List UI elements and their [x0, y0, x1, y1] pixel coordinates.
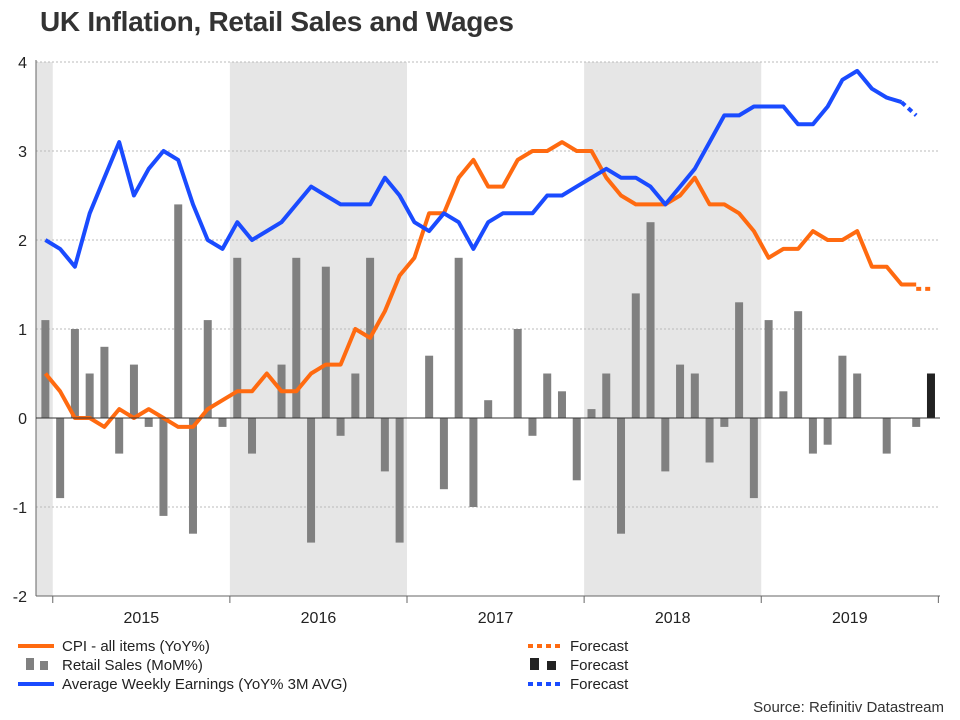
retail-sales-bar-2019-07	[853, 373, 862, 418]
retail-sales-bar-2016-09	[351, 373, 360, 418]
retail-sales-bar-2019-03	[794, 311, 803, 418]
retail-sales-bar-2017-04	[454, 257, 463, 418]
gridlines	[36, 61, 940, 597]
retail-sales-bar-2019-04	[808, 418, 817, 454]
retail-sales-bar-2018-06	[661, 418, 670, 472]
x-tick-label-2018: 2018	[655, 610, 691, 627]
retail-sales-bar-2017-02	[425, 355, 434, 418]
retail-sales-bars	[41, 204, 935, 543]
legend-swatch-retail-forecast-a	[530, 658, 539, 670]
legend-swatch-retail-forecast-b	[547, 661, 556, 670]
retail-sales-bar-2017-11	[557, 391, 566, 418]
y-tick-label--1: -1	[13, 500, 27, 517]
retail-sales-bar-2016-07	[321, 266, 330, 418]
retail-sales-bar-2018-09	[705, 418, 714, 463]
retail-sales-bar-2018-12	[749, 418, 758, 499]
retail-sales-bar-2015-08	[159, 418, 168, 516]
retail-sales-bar-2015-03	[85, 373, 94, 418]
retail-sales-bar-2017-06	[484, 400, 493, 418]
legend-label-cpi: CPI - all items (YoY%)	[62, 638, 210, 655]
retail-sales-bar-2016-08	[336, 418, 345, 436]
earnings-forecast-line	[900, 100, 918, 117]
retail-sales-bar-2018-11	[735, 302, 744, 418]
x-tick-label-2019: 2019	[832, 610, 868, 627]
retail-sales-bar-2018-03	[617, 418, 626, 534]
retail-sales-bar-2019-01	[764, 320, 773, 418]
retail-sales-forecast-bar-2019-12	[926, 373, 935, 418]
retail-sales-bar-2015-12	[218, 418, 227, 427]
legend-label-earnings: Average Weekly Earnings (YoY% 3M AVG)	[62, 676, 347, 693]
axes: -2 -1 0 1 2 3 4 2015 2016 2017 2018 2019	[13, 55, 940, 627]
retail-sales-bar-2017-09	[528, 418, 537, 436]
retail-sales-bar-2016-06	[307, 418, 316, 543]
y-tick-label-3: 3	[18, 144, 27, 161]
retail-sales-bar-2018-04	[631, 293, 640, 418]
legend-label-cpi-forecast: Forecast	[570, 638, 629, 655]
legend-swatch-retail-a	[26, 658, 34, 670]
retail-sales-bar-2015-11	[203, 320, 212, 418]
retail-sales-bar-2018-10	[720, 418, 729, 427]
x-tick-label-2017: 2017	[478, 610, 514, 627]
retail-sales-bar-2017-12	[572, 418, 581, 481]
retail-sales-bar-2019-11	[912, 418, 921, 427]
x-tick-label-2015: 2015	[124, 610, 160, 627]
source-note: Source: Refinitiv Datastream	[753, 699, 944, 716]
y-tick-label-0: 0	[18, 411, 27, 428]
retail-sales-bar-2015-02	[70, 329, 79, 418]
retail-sales-bar-2019-09	[882, 418, 891, 454]
retail-sales-bar-2017-03	[439, 418, 448, 490]
chart-title: UK Inflation, Retail Sales and Wages	[40, 6, 514, 37]
legend-swatch-retail-b	[40, 661, 48, 670]
legend: CPI - all items (YoY%) Retail Sales (MoM…	[18, 638, 629, 693]
retail-sales-bar-2018-02	[602, 373, 611, 418]
x-tick-label-2016: 2016	[301, 610, 337, 627]
retail-sales-bar-2019-06	[838, 355, 847, 418]
legend-label-retail: Retail Sales (MoM%)	[62, 657, 203, 674]
retail-sales-bar-2017-05	[469, 418, 478, 507]
retail-sales-bar-2015-06	[129, 364, 138, 418]
retail-sales-bar-2016-02	[248, 418, 257, 454]
legend-label-retail-forecast: Forecast	[570, 657, 629, 674]
retail-sales-bar-2018-05	[646, 222, 655, 418]
retail-sales-bar-2018-01	[587, 409, 596, 418]
y-tick-label-1: 1	[18, 322, 27, 339]
retail-sales-bar-2016-12	[395, 418, 404, 543]
retail-sales-bar-2018-08	[690, 373, 699, 418]
retail-sales-bar-2018-07	[676, 364, 685, 418]
retail-sales-bar-2016-01	[233, 257, 242, 418]
retail-sales-bar-2015-04	[100, 346, 109, 418]
y-tick-label--2: -2	[13, 589, 27, 606]
y-tick-label-2: 2	[18, 233, 27, 250]
retail-sales-bar-2015-09	[174, 204, 183, 418]
retail-sales-bar-2015-10	[188, 418, 197, 534]
retail-sales-bar-2019-02	[779, 391, 788, 418]
earnings-line	[44, 68, 903, 269]
retail-sales-bar-2015-01	[56, 418, 65, 499]
legend-label-earnings-forecast: Forecast	[570, 676, 629, 693]
retail-sales-bar-2015-07	[144, 418, 153, 427]
y-tick-label-4: 4	[18, 55, 27, 72]
retail-sales-bar-2017-10	[543, 373, 552, 418]
retail-sales-bar-2014-12	[41, 320, 50, 418]
retail-sales-bar-2016-05	[292, 257, 301, 418]
retail-sales-bar-2016-11	[380, 418, 389, 472]
cpi-line	[43, 140, 917, 429]
retail-sales-bar-2017-08	[513, 329, 522, 418]
retail-sales-bar-2015-05	[115, 418, 124, 454]
retail-sales-bar-2019-05	[823, 418, 832, 445]
line-series	[43, 68, 931, 429]
